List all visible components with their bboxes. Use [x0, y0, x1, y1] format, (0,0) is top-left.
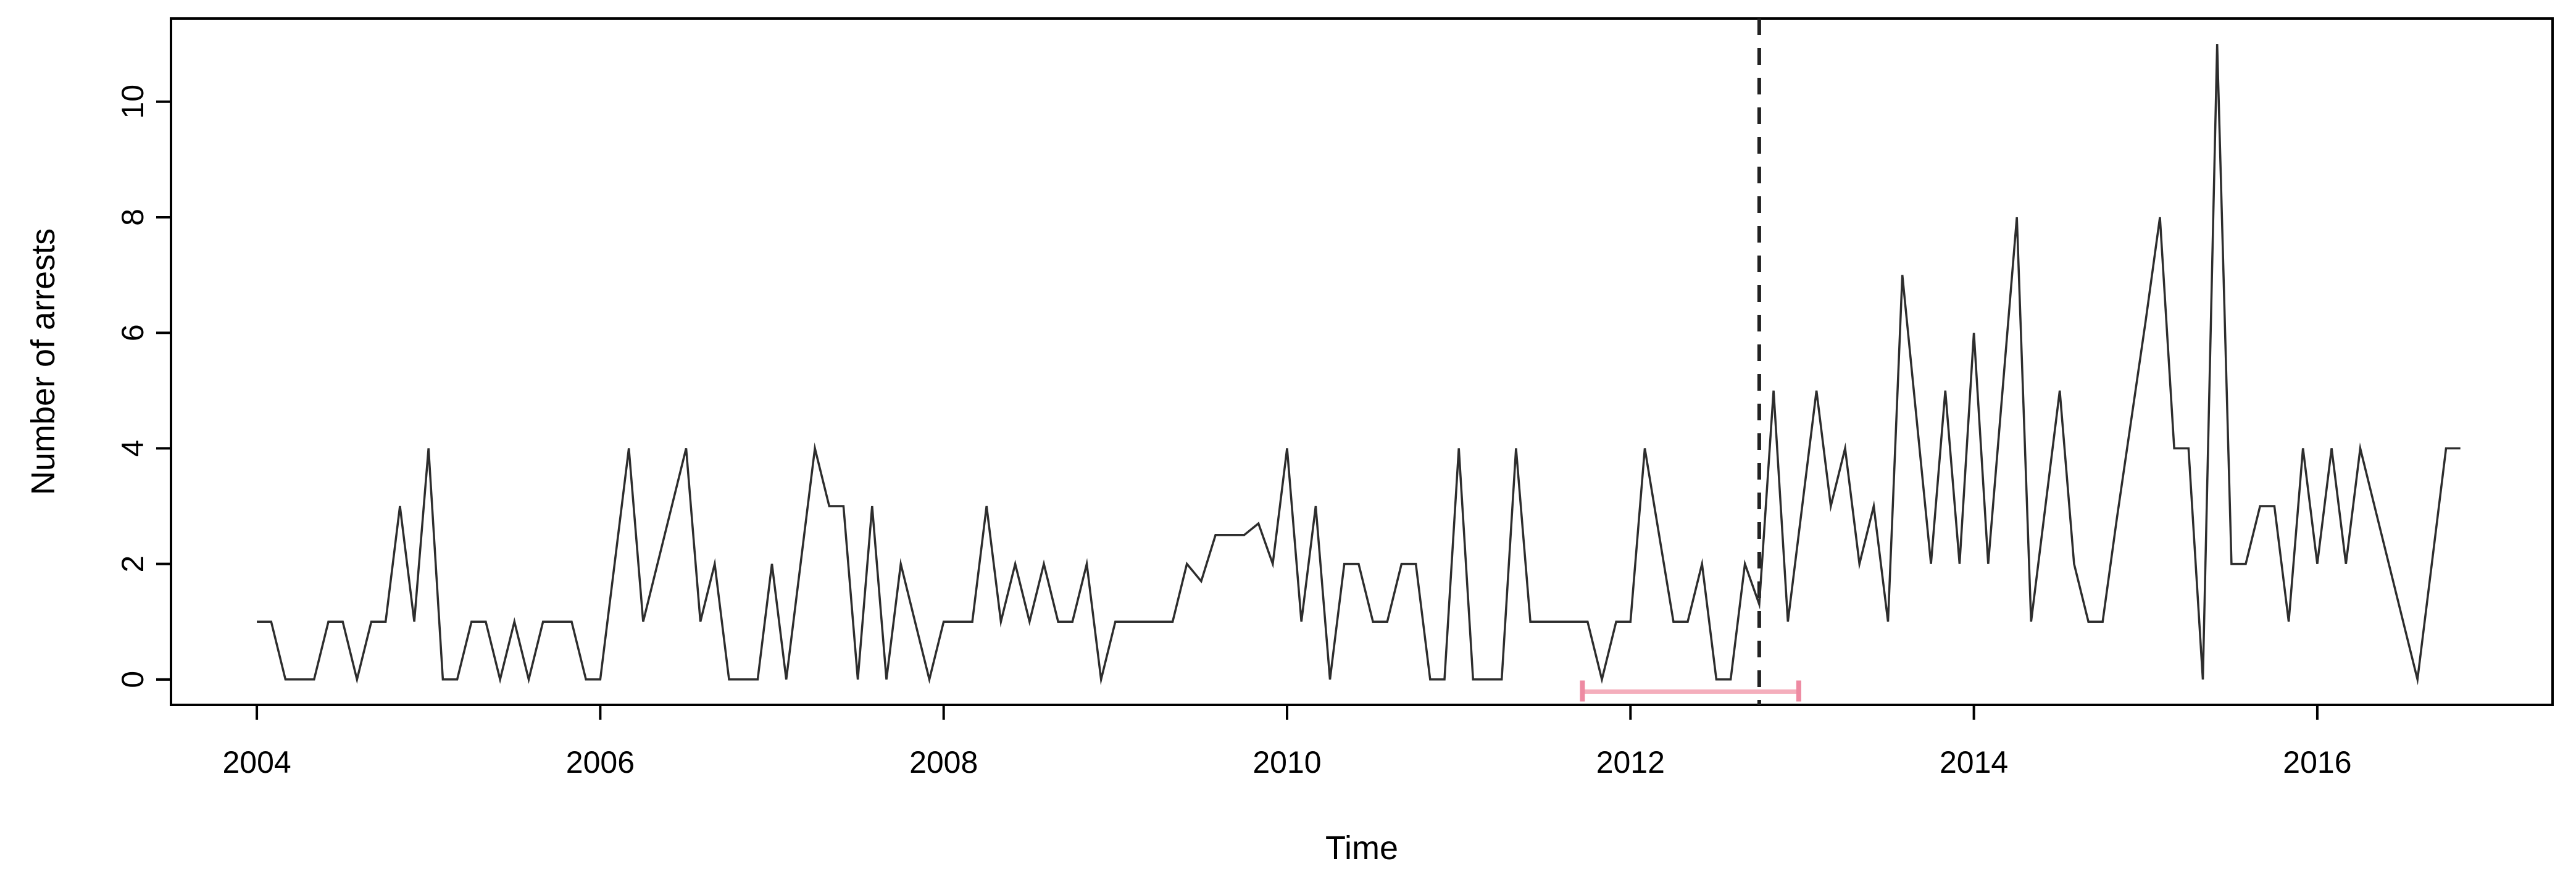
y-tick-label: 8 [115, 209, 150, 226]
pink-interval-bracket [1580, 680, 1801, 702]
x-tick-label: 2012 [1596, 745, 1665, 780]
arrests-series-line [257, 44, 2461, 686]
y-axis-ticks [156, 100, 171, 681]
x-axis-tick-labels: 2004 2006 2008 2010 2012 2014 2016 [222, 745, 2351, 780]
x-tick-label: 2010 [1253, 745, 1321, 780]
y-tick-label: 4 [115, 439, 150, 457]
x-tick-label: 2006 [566, 745, 635, 780]
x-tick-label: 2004 [222, 745, 291, 780]
y-tick-label: 6 [115, 324, 150, 341]
x-tick-label: 2014 [1940, 745, 2008, 780]
y-tick-label: 0 [115, 671, 150, 688]
x-tick-label: 2008 [909, 745, 978, 780]
y-tick-label: 2 [115, 556, 150, 573]
plot-area-box [170, 17, 2554, 706]
y-tick-label: 10 [115, 85, 150, 119]
y-axis-tick-labels: 0 2 4 6 8 10 [115, 85, 150, 688]
x-axis-title: Time [1325, 830, 1398, 867]
x-tick-label: 2016 [2283, 745, 2351, 780]
x-axis-ticks [256, 705, 2319, 720]
y-axis-title: Number of arrests [25, 228, 62, 495]
